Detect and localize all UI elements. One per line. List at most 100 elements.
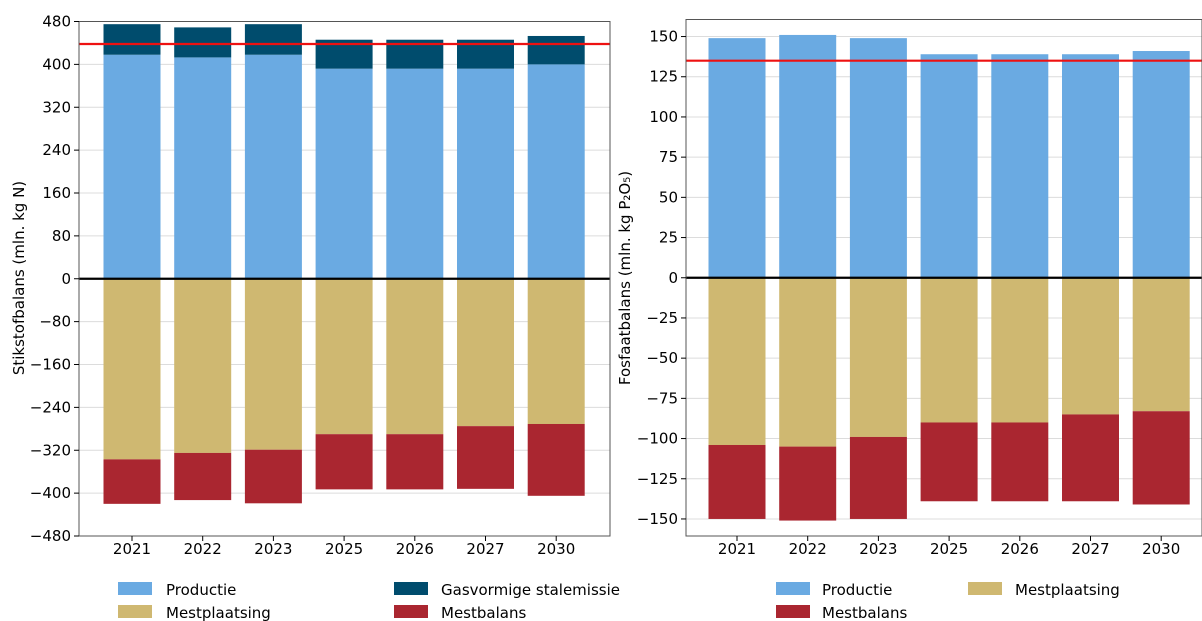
chart-legend: Productie Mestplaatsing Mestbalans bbox=[776, 581, 1120, 621]
bar-gasvormige-stalemissie-2022 bbox=[174, 27, 232, 58]
legend-label: Gasvormige stalemissie bbox=[441, 581, 620, 599]
bar-mestplaatsing-2030 bbox=[527, 278, 585, 424]
y-tick-label: 100 bbox=[649, 108, 678, 126]
x-tick-label: 2025 bbox=[930, 540, 968, 558]
y-axis-label: Fosfaatbalans (mln. kg P₂O₅) bbox=[616, 171, 634, 385]
legend-swatch bbox=[118, 582, 152, 595]
bar-productie-2026 bbox=[386, 68, 444, 279]
y-tick-label: 50 bbox=[659, 188, 678, 206]
bar-productie-2025 bbox=[315, 68, 373, 279]
legend-swatch bbox=[394, 605, 428, 618]
y-tick-label: 25 bbox=[659, 229, 678, 247]
legend-swatch bbox=[118, 605, 152, 618]
x-tick-label: 2023 bbox=[254, 540, 292, 558]
bar-productie-2026 bbox=[991, 54, 1049, 278]
bar-mestbalans-2025 bbox=[920, 422, 978, 502]
y-tick-label: 480 bbox=[42, 13, 71, 31]
bar-gasvormige-stalemissie-2021 bbox=[103, 24, 161, 55]
y-tick-label: −150 bbox=[637, 510, 678, 528]
y-tick-label: 150 bbox=[649, 28, 678, 46]
x-tick-label: 2026 bbox=[396, 540, 434, 558]
y-tick-label: −400 bbox=[30, 484, 71, 502]
y-tick-label: −80 bbox=[39, 313, 71, 331]
y-tick-label: −25 bbox=[646, 309, 678, 327]
x-tick-label: 2022 bbox=[789, 540, 827, 558]
x-tick-label: 2027 bbox=[1071, 540, 1109, 558]
y-tick-label: −240 bbox=[30, 398, 71, 416]
legend-label: Mestplaatsing bbox=[1015, 581, 1120, 599]
bar-mestplaatsing-2025 bbox=[315, 278, 373, 435]
x-tick-label: 2023 bbox=[859, 540, 897, 558]
bar-mestbalans-2022 bbox=[779, 446, 837, 521]
bar-productie-2021 bbox=[708, 38, 766, 278]
bar-mestbalans-2026 bbox=[991, 422, 1049, 502]
bar-gasvormige-stalemissie-2030 bbox=[527, 35, 585, 65]
y-tick-label: 0 bbox=[61, 270, 71, 288]
bar-mestbalans-2026 bbox=[386, 434, 444, 490]
bar-productie-2022 bbox=[174, 57, 232, 279]
legend-swatch bbox=[968, 582, 1002, 595]
bar-mestbalans-2030 bbox=[527, 423, 585, 496]
legend-swatch bbox=[776, 582, 810, 595]
bar-productie-2025 bbox=[920, 54, 978, 278]
y-tick-label: 320 bbox=[42, 98, 71, 116]
y-tick-label: 400 bbox=[42, 55, 71, 73]
bar-mestbalans-2022 bbox=[174, 452, 232, 501]
y-tick-label: 240 bbox=[42, 141, 71, 159]
bar-mestbalans-2023 bbox=[244, 449, 302, 504]
bar-productie-2022 bbox=[779, 34, 837, 278]
y-tick-label: −100 bbox=[637, 430, 678, 448]
chart-panel-1: 480 400 320 240 160 80 0 −80 −160 −240 −320 −400 −48… bbox=[10, 13, 620, 621]
x-tick-label: 2025 bbox=[325, 540, 363, 558]
x-tick-label: 2021 bbox=[113, 540, 151, 558]
y-tick-label: −320 bbox=[30, 441, 71, 459]
bar-productie-2023 bbox=[244, 54, 302, 279]
legend-label: Mestbalans bbox=[441, 604, 526, 621]
y-tick-label: 75 bbox=[659, 148, 678, 166]
bar-mestplaatsing-2026 bbox=[991, 277, 1049, 423]
bar-mestplaatsing-2022 bbox=[174, 278, 232, 453]
legend-label: Mestbalans bbox=[822, 604, 907, 621]
bar-mestplaatsing-2022 bbox=[779, 277, 837, 447]
y-tick-label: 125 bbox=[649, 68, 678, 86]
y-tick-label: 160 bbox=[42, 184, 71, 202]
x-tick-label: 2026 bbox=[1001, 540, 1039, 558]
bar-mestbalans-2021 bbox=[103, 459, 161, 504]
bar-mestplaatsing-2026 bbox=[386, 278, 444, 435]
bar-mestplaatsing-2023 bbox=[244, 278, 302, 450]
legend-label: Productie bbox=[166, 581, 236, 599]
bar-productie-2027 bbox=[457, 68, 514, 279]
y-tick-label: 0 bbox=[668, 269, 678, 287]
bar-productie-2030 bbox=[1132, 51, 1190, 278]
bar-mestbalans-2025 bbox=[315, 434, 373, 490]
bar-mestbalans-2027 bbox=[1062, 414, 1119, 502]
x-tick-label: 2022 bbox=[184, 540, 222, 558]
x-tick-label: 2030 bbox=[537, 540, 575, 558]
y-tick-label: −480 bbox=[30, 527, 71, 545]
y-tick-label: 80 bbox=[52, 227, 71, 245]
y-tick-label: −50 bbox=[646, 349, 678, 367]
chart-panel-2: 150 125 100 75 50 25 0 −25 −50 −75 −100 −125 −150 202… bbox=[616, 19, 1202, 621]
chart-legend: Productie Gasvormige stalemissie Mestplaat… bbox=[118, 581, 620, 621]
bar-mestbalans-2030 bbox=[1132, 411, 1190, 505]
legend-label: Mestplaatsing bbox=[166, 604, 271, 621]
y-tick-label: −75 bbox=[646, 389, 678, 407]
legend-swatch bbox=[776, 605, 810, 618]
bar-mestbalans-2021 bbox=[708, 444, 766, 519]
x-tick-label: 2030 bbox=[1142, 540, 1180, 558]
bar-productie-2027 bbox=[1062, 54, 1119, 278]
y-axis-label: Stikstofbalans (mln. kg N) bbox=[10, 181, 28, 375]
y-tick-label: −160 bbox=[30, 356, 71, 374]
bar-productie-2021 bbox=[103, 54, 161, 279]
bar-mestplaatsing-2021 bbox=[103, 278, 161, 460]
x-tick-label: 2021 bbox=[718, 540, 756, 558]
bar-gasvormige-stalemissie-2023 bbox=[244, 24, 302, 55]
bar-mestplaatsing-2021 bbox=[708, 277, 766, 445]
bar-mestplaatsing-2023 bbox=[849, 277, 907, 437]
y-tick-label: −125 bbox=[637, 470, 678, 488]
bar-mestbalans-2027 bbox=[457, 426, 514, 489]
bar-productie-2030 bbox=[527, 64, 585, 279]
bar-mestplaatsing-2025 bbox=[920, 277, 978, 423]
bar-mestplaatsing-2027 bbox=[457, 278, 514, 427]
